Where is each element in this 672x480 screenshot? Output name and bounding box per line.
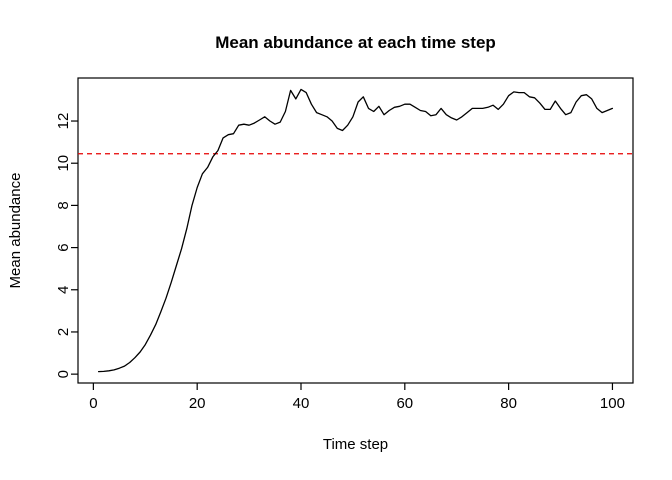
y-tick-label: 4 (55, 286, 72, 294)
y-tick-label: 0 (55, 370, 72, 378)
abundance-polyline (97, 88, 614, 373)
abundance-curve (97, 88, 614, 373)
y-axis-label: Mean abundance (7, 173, 24, 289)
y-tick-label: 6 (55, 243, 72, 251)
x-tick-label: 60 (396, 395, 413, 412)
y-tick-label: 12 (55, 113, 72, 130)
x-tick-label: 0 (89, 395, 97, 412)
x-axis-ticks: 0 20 40 60 80 100 (89, 383, 625, 412)
x-tick-label: 20 (189, 395, 206, 412)
x-tick-label: 40 (293, 395, 310, 412)
x-axis-label: Time step (323, 436, 388, 453)
chart-title: Mean abundance at each time step (215, 33, 496, 52)
y-tick-label: 8 (55, 201, 72, 209)
x-tick-label: 80 (500, 395, 517, 412)
y-tick-label: 10 (55, 155, 72, 172)
y-axis-ticks: 0 2 4 6 8 10 12 (55, 113, 78, 378)
x-tick-label: 100 (600, 395, 625, 412)
y-tick-label: 2 (55, 328, 72, 336)
plot-box (77, 77, 634, 384)
